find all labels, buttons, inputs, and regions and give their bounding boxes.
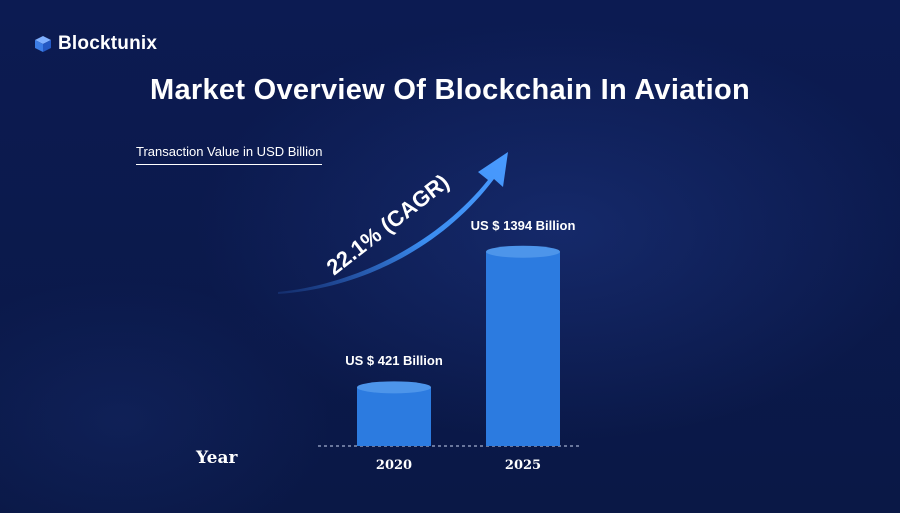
bar-2020 [357, 387, 431, 446]
x-axis-label: Year [196, 448, 238, 468]
bar-top-2020 [357, 381, 431, 394]
y-axis-label: Transaction Value in USD Billion [136, 144, 323, 165]
category-label-2025: 2025 [504, 458, 542, 473]
category-label-2020: 2020 [375, 458, 413, 473]
brand: Blocktunix [34, 33, 157, 55]
chart-title: Market Overview Of Blockchain In Aviatio… [150, 74, 750, 106]
value-label-2025: US $ 1394 Billion [470, 217, 576, 233]
bar-top-2025 [486, 245, 560, 258]
cube-logo-icon [35, 36, 51, 52]
bar-2025 [486, 251, 560, 446]
brand-name: Blocktunix [58, 33, 158, 54]
value-label-2020: US $ 421 Billion [345, 353, 443, 369]
